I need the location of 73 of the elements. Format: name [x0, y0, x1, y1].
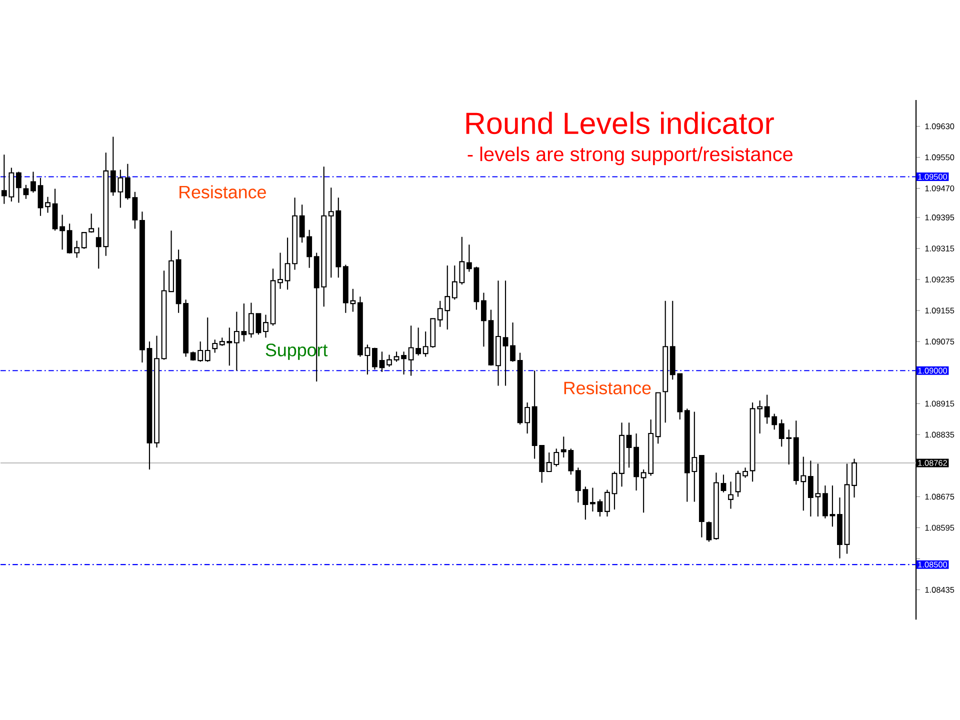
candlestick	[634, 433, 640, 492]
candlestick	[161, 270, 167, 361]
candlestick	[662, 300, 668, 424]
candlestick	[278, 252, 283, 290]
candlestick	[284, 237, 290, 290]
candlestick	[292, 197, 298, 271]
candlestick	[52, 188, 58, 232]
candlestick	[714, 472, 719, 540]
y-tick-label: 1.08595	[925, 525, 954, 531]
candlestick	[23, 184, 29, 200]
y-tick-label: 1.08835	[925, 432, 954, 438]
candlestick	[619, 422, 624, 488]
candlestick	[379, 351, 385, 373]
candlestick	[720, 474, 726, 494]
candlestick	[212, 339, 218, 354]
annotation: Resistance	[564, 381, 651, 395]
candlestick	[496, 280, 501, 387]
candlestick	[60, 214, 66, 250]
y-tick-label: 1.08675	[925, 494, 954, 500]
ref-line-label: 1.08762	[918, 460, 947, 466]
ref-line-label: 1.09000	[918, 368, 948, 374]
candlestick	[655, 392, 661, 444]
y-tick-label: 1.09315	[925, 246, 954, 252]
candlestick	[204, 317, 210, 362]
ref-line-label: 1.09500	[918, 174, 948, 180]
chart-title: Round Levels indicator	[466, 112, 774, 134]
candlestick	[386, 354, 392, 368]
candlestick	[735, 470, 741, 498]
candlestick	[146, 341, 152, 470]
candlestick	[830, 485, 836, 528]
candlestick	[140, 211, 145, 364]
candlestick	[698, 455, 704, 538]
text: - levels are strong support/resistance	[468, 146, 793, 166]
candlestick	[706, 521, 712, 542]
y-tick-label: 1.09630	[925, 124, 954, 130]
candlestick	[488, 309, 494, 366]
candlestick	[822, 485, 828, 520]
candlestick	[372, 347, 378, 370]
candlestick	[510, 322, 516, 362]
candlestick	[154, 335, 160, 448]
candlestick	[502, 280, 508, 387]
candlestick	[481, 292, 486, 348]
ref-line-label: 1.08500	[918, 562, 948, 568]
candlestick	[270, 268, 276, 326]
candlestick	[256, 313, 262, 336]
candlestick	[604, 489, 610, 518]
candlestick	[626, 422, 632, 468]
candlestick	[38, 178, 44, 217]
candlestick	[45, 196, 50, 214]
candlestick	[263, 314, 268, 338]
candlestick	[590, 487, 596, 512]
candlestick	[30, 171, 36, 194]
candlestick	[394, 351, 400, 362]
candlestick	[597, 499, 603, 518]
y-tick-label: 1.08435	[925, 587, 954, 593]
y-tick-label: 1.09155	[925, 308, 954, 314]
candlestick	[742, 467, 748, 478]
y-tick-label: 1.09550	[925, 154, 954, 160]
candlestick	[248, 302, 254, 338]
candlestick	[837, 497, 842, 560]
annotation: Resistance	[180, 186, 266, 199]
y-tick-label: 1.08915	[925, 400, 954, 407]
y-tick-label: 1.09395	[925, 214, 954, 221]
candlestick	[401, 351, 407, 376]
y-tick-label: 1.09470	[925, 186, 954, 192]
candlestick	[612, 471, 618, 510]
y-tick-label: 1.09075	[925, 338, 954, 345]
candlestick	[728, 481, 734, 510]
candlestick	[16, 171, 22, 204]
candlestick	[168, 230, 174, 292]
candlestick	[852, 458, 857, 498]
candlestick	[844, 463, 850, 554]
y-tick-label: 1.09235	[925, 276, 954, 283]
